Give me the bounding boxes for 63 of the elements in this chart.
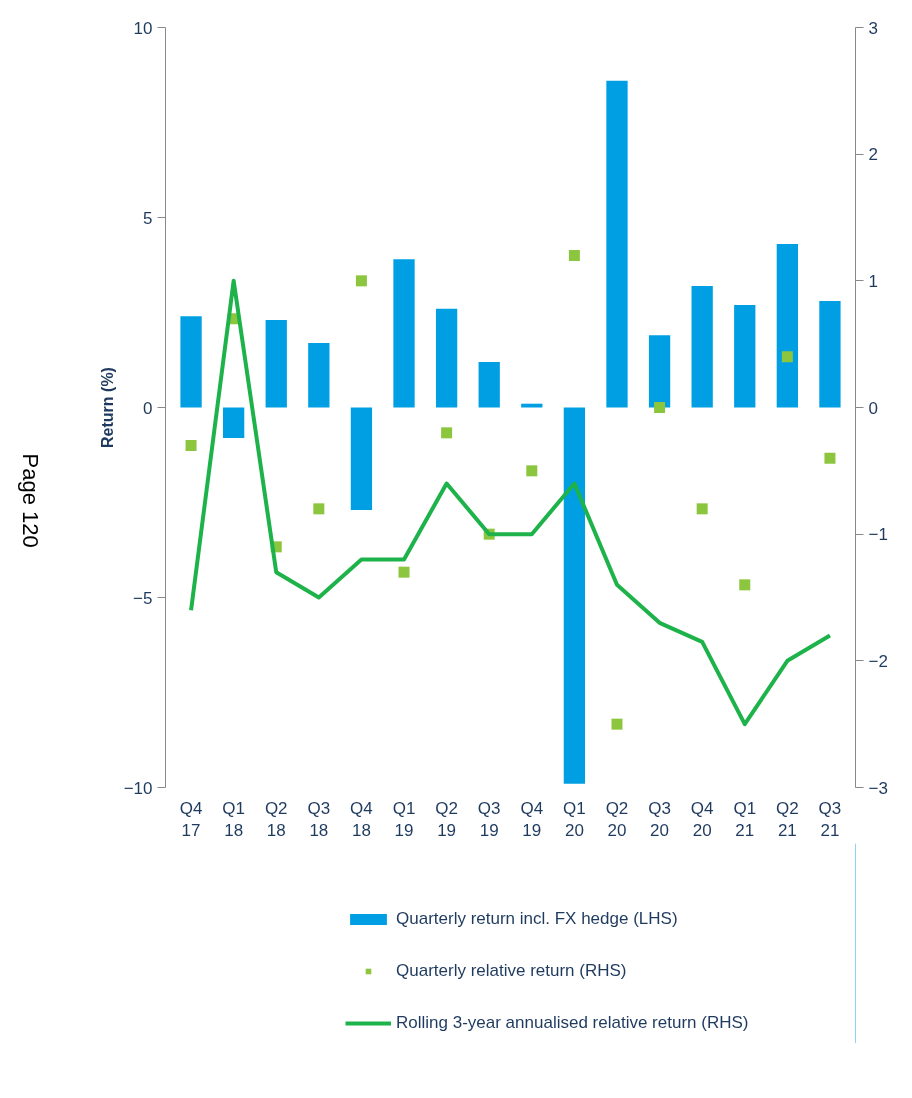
bar [606,80,628,408]
legend-label: Quarterly return incl. FX hedge (LHS) [396,909,678,929]
y-tick-label: −10 [123,778,153,798]
y2-tick-label: 1 [868,271,878,291]
text: Page 120 [16,453,44,548]
bar [265,320,287,408]
x-tick-label: Q4 17 [179,798,203,841]
bar [819,301,841,408]
bar [478,361,500,408]
legend-label: Rolling 3-year annualised relative return (RHS) [396,1013,749,1033]
bar [734,304,756,408]
y2-tick-label: 3 [868,18,878,38]
y-tick-label: −5 [133,588,153,608]
bar [180,316,202,408]
bar [563,407,586,784]
x-tick-label: Q1 18 [222,798,245,841]
point [696,503,708,515]
bar [223,407,245,438]
point [781,351,793,363]
point [526,465,538,477]
y2-tick-label: −2 [868,651,888,671]
x-tick-label: Q3 19 [477,798,501,841]
bar [435,308,458,408]
x-tick-label: Q2 18 [264,798,288,841]
point [824,452,836,464]
x-tick-label: Q2 21 [776,798,799,841]
bar [350,407,373,511]
y-tick-label: 10 [133,18,153,38]
bar [308,342,330,408]
x-tick-label: Q3 18 [307,798,331,841]
y2-tick-label: 0 [868,398,878,418]
x-tick-label: Q4 20 [690,798,714,841]
legend-label: Quarterly relative return (RHS) [396,961,627,981]
x-tick-label: Q1 19 [392,798,416,841]
x-tick-label: Q4 19 [520,798,544,841]
point [654,402,666,413]
y2-tick-label: 2 [868,145,878,165]
bar [393,259,415,408]
y-axis-title: Return (%) [98,367,116,448]
point [355,275,367,287]
bar [776,244,798,408]
y2-tick-label: −3 [868,778,888,798]
line-series [189,278,832,727]
x-tick-label: Q4 18 [350,798,373,841]
point [398,566,410,578]
x-tick-label: Q3 21 [818,798,842,841]
bar [691,285,713,408]
y2-tick-label: −1 [868,525,888,545]
x-tick-label: Q1 20 [563,798,586,841]
point [313,503,325,515]
y-tick-label: 5 [143,208,153,228]
point [611,718,623,730]
x-tick-label: Q3 20 [648,798,671,841]
point [441,427,453,439]
x-tick-label: Q2 20 [605,798,629,841]
x-tick-label: Q2 19 [435,798,458,841]
point [185,440,197,451]
point [739,579,751,591]
y-tick-label: 0 [143,398,153,418]
bar [521,403,543,408]
point [568,250,580,261]
x-tick-label: Q1 21 [733,798,757,841]
bar [648,335,671,408]
